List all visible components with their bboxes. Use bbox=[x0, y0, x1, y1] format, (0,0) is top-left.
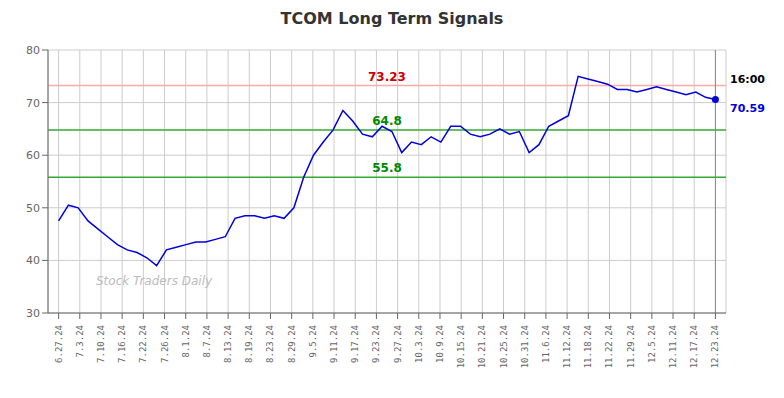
svg-text:11.18.24: 11.18.24 bbox=[583, 325, 593, 368]
svg-text:7.16.24: 7.16.24 bbox=[117, 325, 127, 363]
svg-text:11.6.24: 11.6.24 bbox=[541, 325, 551, 363]
svg-text:10.25.24: 10.25.24 bbox=[499, 325, 509, 368]
svg-text:10.21.24: 10.21.24 bbox=[477, 325, 487, 368]
svg-text:10.15.24: 10.15.24 bbox=[456, 325, 466, 368]
svg-text:80: 80 bbox=[26, 44, 40, 57]
svg-text:16:00: 16:00 bbox=[730, 73, 765, 86]
svg-text:8.19.24: 8.19.24 bbox=[244, 325, 254, 363]
svg-text:9.17.24: 9.17.24 bbox=[350, 325, 360, 363]
svg-text:70: 70 bbox=[26, 97, 40, 110]
svg-text:8.13.24: 8.13.24 bbox=[223, 325, 233, 363]
svg-text:9.23.24: 9.23.24 bbox=[371, 325, 381, 363]
svg-text:10.3.24: 10.3.24 bbox=[414, 325, 424, 363]
svg-text:12.11.24: 12.11.24 bbox=[668, 325, 678, 368]
svg-text:60: 60 bbox=[26, 149, 40, 162]
svg-text:10.9.24: 10.9.24 bbox=[435, 325, 445, 363]
html-text:TCOM Long Term Signals: TCOM Long Term Signals bbox=[280, 9, 504, 28]
svg-text:73.23: 73.23 bbox=[368, 70, 406, 84]
svg-text:9.27.24: 9.27.24 bbox=[393, 325, 403, 363]
svg-text:12.23.24: 12.23.24 bbox=[710, 325, 720, 368]
svg-text:7.10.24: 7.10.24 bbox=[96, 325, 106, 363]
svg-text:12.17.24: 12.17.24 bbox=[689, 325, 699, 368]
svg-text:30: 30 bbox=[26, 307, 40, 320]
svg-text:8.23.24: 8.23.24 bbox=[265, 325, 275, 363]
svg-text:Stock Traders Daily: Stock Traders Daily bbox=[96, 274, 213, 288]
svg-text:7.26.24: 7.26.24 bbox=[160, 325, 170, 363]
svg-text:11.22.24: 11.22.24 bbox=[604, 325, 614, 368]
svg-text:12.5.24: 12.5.24 bbox=[647, 325, 657, 363]
svg-text:55.8: 55.8 bbox=[372, 161, 402, 175]
svg-text:11.12.24: 11.12.24 bbox=[562, 325, 572, 368]
svg-text:64.8: 64.8 bbox=[372, 114, 402, 128]
svg-text:9.5.24: 9.5.24 bbox=[308, 325, 318, 358]
svg-text:8.7.24: 8.7.24 bbox=[202, 325, 212, 358]
svg-text:8.29.24: 8.29.24 bbox=[287, 325, 297, 363]
svg-text:9.11.24: 9.11.24 bbox=[329, 325, 339, 363]
svg-text:7.3.24: 7.3.24 bbox=[75, 325, 85, 358]
svg-text:11.29.24: 11.29.24 bbox=[626, 325, 636, 368]
svg-text:70.59: 70.59 bbox=[730, 102, 765, 115]
svg-text:8.1.24: 8.1.24 bbox=[181, 325, 191, 358]
svg-text:10.31.24: 10.31.24 bbox=[520, 325, 530, 368]
svg-text:40: 40 bbox=[26, 254, 40, 267]
svg-text:50: 50 bbox=[26, 202, 40, 215]
svg-text:7.22.24: 7.22.24 bbox=[138, 325, 148, 363]
svg-text:6.27.24: 6.27.24 bbox=[54, 325, 64, 363]
